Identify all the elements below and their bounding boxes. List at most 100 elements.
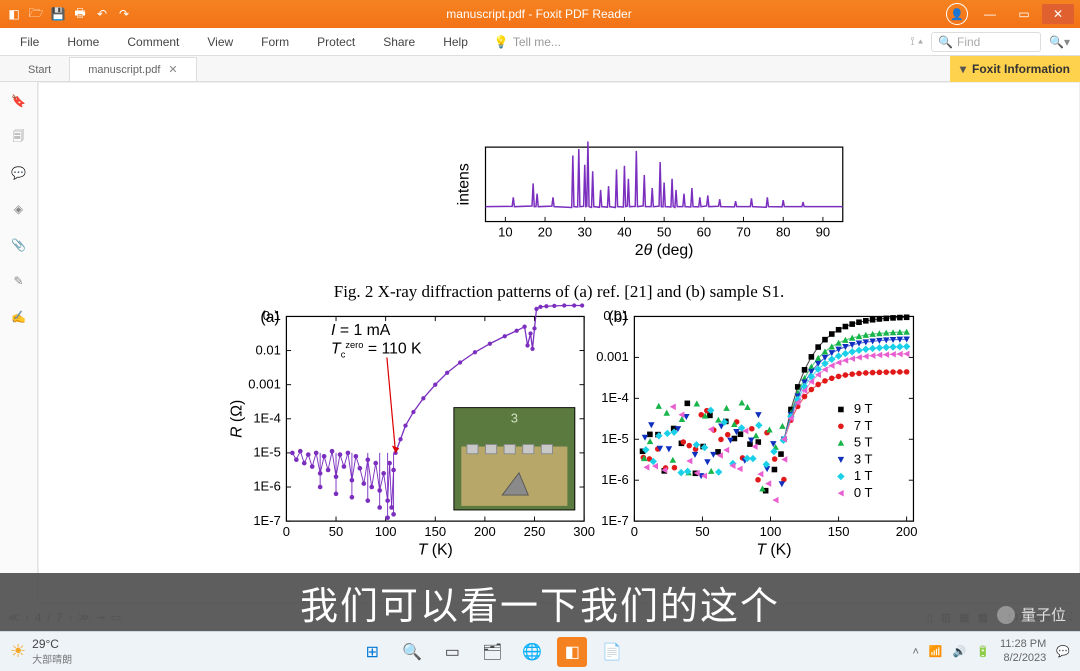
svg-text:300: 300 bbox=[573, 524, 595, 539]
weather-icon: ☀ bbox=[10, 641, 26, 662]
save-icon[interactable]: 💾 bbox=[50, 6, 66, 22]
taskbar-center: ⊞ 🔍 ▭ 🗂 🌐 ◧ 📄 bbox=[72, 637, 912, 667]
ribbon-options-icon[interactable]: ⟟ ▴ bbox=[910, 34, 923, 49]
menu-protect[interactable]: Protect bbox=[305, 31, 367, 53]
tray-notifications-icon[interactable]: 💬 bbox=[1056, 645, 1070, 658]
svg-text:100: 100 bbox=[760, 524, 782, 539]
menu-form[interactable]: Form bbox=[249, 31, 301, 53]
taskbar-app2[interactable]: 📄 bbox=[597, 637, 627, 667]
tab-close-icon[interactable]: ✕ bbox=[168, 63, 177, 76]
start-button[interactable]: ⊞ bbox=[357, 637, 387, 667]
svg-text:0: 0 bbox=[283, 524, 290, 539]
svg-text:200: 200 bbox=[896, 524, 918, 539]
close-button[interactable]: ✕ bbox=[1042, 4, 1074, 24]
quick-access-toolbar: ◧ 🗁 💾 🖶 ↶ ↷ bbox=[6, 6, 132, 22]
svg-text:7 T: 7 T bbox=[854, 418, 873, 433]
svg-text:150: 150 bbox=[424, 524, 446, 539]
document-content: 102030405060708090intens2θ (deg)(a)1E-71… bbox=[38, 82, 1080, 603]
search-icon: 🔍 bbox=[938, 35, 953, 49]
svg-text:1E-7: 1E-7 bbox=[601, 513, 629, 528]
fields-panel-icon[interactable]: ✎ bbox=[10, 272, 28, 290]
svg-text:100: 100 bbox=[375, 524, 397, 539]
svg-text:50: 50 bbox=[657, 224, 671, 239]
watermark-icon bbox=[997, 606, 1015, 624]
maximize-button[interactable]: ▭ bbox=[1008, 4, 1040, 24]
pdf-page[interactable]: 102030405060708090intens2θ (deg)(a)1E-71… bbox=[38, 82, 1080, 603]
tray-volume-icon[interactable]: 🔊 bbox=[953, 645, 967, 658]
find-box[interactable]: 🔍 Find bbox=[931, 32, 1041, 52]
open-icon[interactable]: 🗁 bbox=[28, 6, 44, 22]
taskbar-time: 11:28 PM bbox=[1000, 638, 1046, 651]
find-options-icon[interactable]: 🔍▾ bbox=[1049, 35, 1070, 49]
svg-text:0.001: 0.001 bbox=[596, 349, 629, 364]
taskbar-search[interactable]: 🔍 bbox=[397, 637, 427, 667]
svg-text:3: 3 bbox=[511, 411, 518, 426]
menu-home[interactable]: Home bbox=[55, 31, 111, 53]
svg-text:50: 50 bbox=[329, 524, 343, 539]
menu-file[interactable]: File bbox=[8, 31, 51, 53]
windows-taskbar: ☀ 29°C 大部晴朗 ⊞ 🔍 ▭ 🗂 🌐 ◧ 📄 ˄ 📶 🔊 🔋 11:28 … bbox=[0, 631, 1080, 671]
app-icon: ◧ bbox=[6, 6, 22, 22]
menu-share[interactable]: Share bbox=[371, 31, 427, 53]
svg-text:50: 50 bbox=[695, 524, 709, 539]
svg-text:2θ (deg): 2θ (deg) bbox=[635, 242, 694, 259]
tray-chevron-icon[interactable]: ˄ bbox=[912, 646, 918, 658]
svg-text:20: 20 bbox=[538, 224, 552, 239]
document-tab-label: manuscript.pdf bbox=[88, 64, 160, 76]
taskbar-app1[interactable]: ◧ bbox=[557, 637, 587, 667]
svg-text:0.01: 0.01 bbox=[255, 342, 280, 357]
svg-text:250: 250 bbox=[524, 524, 546, 539]
window-title: manuscript.pdf - Foxit PDF Reader bbox=[132, 7, 946, 21]
menu-comment[interactable]: Comment bbox=[115, 31, 191, 53]
attachments-panel-icon[interactable]: 📎 bbox=[10, 236, 28, 254]
minimize-button[interactable]: — bbox=[974, 4, 1006, 24]
foxit-information-banner[interactable]: Foxit Information bbox=[950, 56, 1080, 82]
signatures-panel-icon[interactable]: ✍ bbox=[10, 308, 28, 326]
watermark-text: 量子位 bbox=[1021, 604, 1066, 625]
svg-text:60: 60 bbox=[697, 224, 711, 239]
taskbar-tray[interactable]: ˄ 📶 🔊 🔋 11:28 PM 8/2/2023 💬 bbox=[912, 638, 1070, 664]
svg-text:5 T: 5 T bbox=[854, 435, 873, 450]
svg-text:1E-6: 1E-6 bbox=[601, 472, 629, 487]
comments-panel-icon[interactable]: 💬 bbox=[10, 164, 28, 182]
fig2-caption: Fig. 2 X-ray diffraction patterns of (a)… bbox=[38, 282, 1080, 302]
svg-text:R (Ω): R (Ω) bbox=[229, 400, 246, 438]
pages-panel-icon[interactable]: 🗐 bbox=[10, 128, 28, 146]
tell-me-search[interactable]: 💡 Tell me... bbox=[494, 35, 561, 49]
video-subtitle-overlay: 我们可以看一下我们的这个 bbox=[0, 573, 1080, 631]
svg-text:90: 90 bbox=[816, 224, 830, 239]
taskbar-date: 8/2/2023 bbox=[1000, 652, 1046, 665]
find-placeholder: Find bbox=[957, 35, 980, 49]
tray-wifi-icon[interactable]: 📶 bbox=[929, 645, 943, 658]
svg-text:Tczero = 110 K: Tczero = 110 K bbox=[331, 340, 422, 359]
svg-text:1E-6: 1E-6 bbox=[253, 479, 280, 494]
bookmark-panel-icon[interactable]: 🔖 bbox=[10, 92, 28, 110]
start-tab[interactable]: Start bbox=[10, 59, 69, 81]
svg-text:T (K): T (K) bbox=[418, 542, 453, 559]
bulb-icon: 💡 bbox=[494, 35, 509, 49]
taskbar-weather-desc: 大部晴朗 bbox=[32, 651, 72, 666]
menu-view[interactable]: View bbox=[195, 31, 245, 53]
svg-text:30: 30 bbox=[577, 224, 591, 239]
document-tab[interactable]: manuscript.pdf ✕ bbox=[69, 57, 196, 81]
subtitle-text: 我们可以看一下我们的这个 bbox=[300, 575, 780, 630]
menu-help[interactable]: Help bbox=[431, 31, 480, 53]
document-tabs: Start manuscript.pdf ✕ Foxit Information bbox=[0, 56, 1080, 82]
taskbar-edge[interactable]: 🌐 bbox=[517, 637, 547, 667]
layers-panel-icon[interactable]: ◈ bbox=[10, 200, 28, 218]
tell-me-placeholder: Tell me... bbox=[513, 35, 561, 49]
svg-text:80: 80 bbox=[776, 224, 790, 239]
svg-text:200: 200 bbox=[474, 524, 496, 539]
user-avatar-icon[interactable]: 👤 bbox=[946, 3, 968, 25]
redo-icon[interactable]: ↷ bbox=[116, 6, 132, 22]
titlebar: ◧ 🗁 💾 🖶 ↶ ↷ manuscript.pdf - Foxit PDF R… bbox=[0, 0, 1080, 28]
video-watermark: 量子位 bbox=[997, 604, 1066, 625]
taskbar-taskview[interactable]: ▭ bbox=[437, 637, 467, 667]
print-icon[interactable]: 🖶 bbox=[72, 6, 88, 22]
taskbar-explorer[interactable]: 🗂 bbox=[477, 637, 507, 667]
taskbar-temp: 29°C bbox=[32, 637, 72, 651]
taskbar-clock[interactable]: 11:28 PM 8/2/2023 bbox=[1000, 638, 1046, 664]
taskbar-weather[interactable]: ☀ 29°C 大部晴朗 bbox=[10, 637, 72, 666]
tray-battery-icon[interactable]: 🔋 bbox=[976, 645, 990, 658]
undo-icon[interactable]: ↶ bbox=[94, 6, 110, 22]
